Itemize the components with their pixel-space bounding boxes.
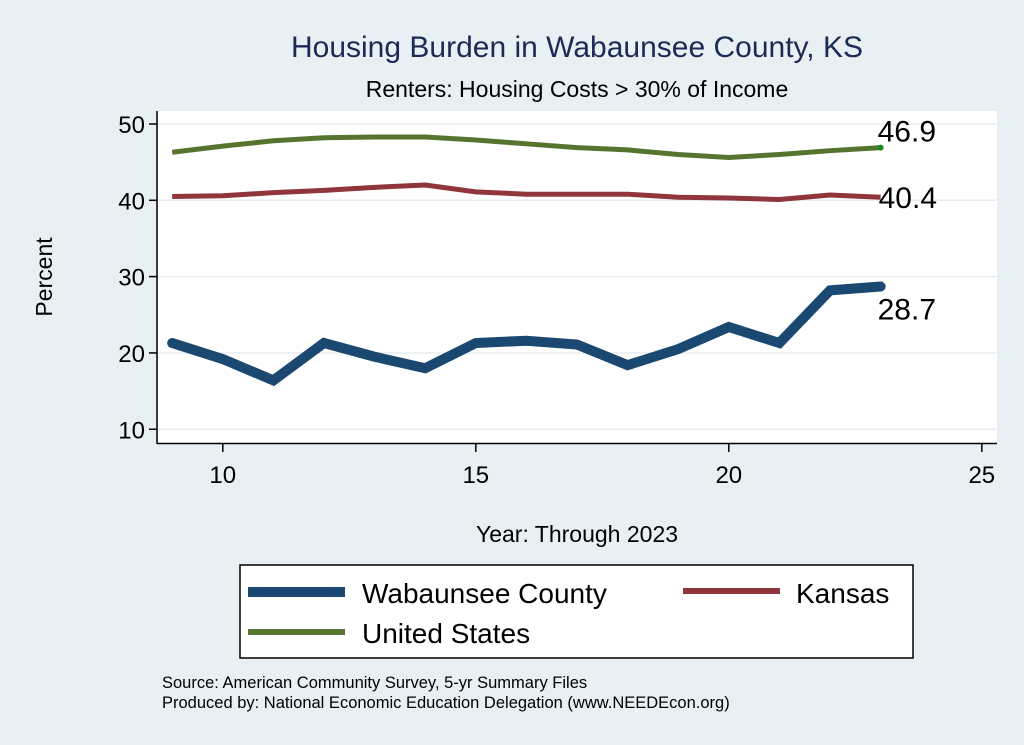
source-note: Source: American Community Survey, 5-yr … [162, 674, 587, 692]
legend: Wabaunsee County Kansas United States [239, 564, 914, 659]
legend-label-wabaunsee: Wabaunsee County [362, 578, 607, 609]
producer-note: Produced by: National Economic Education… [162, 694, 730, 712]
y-tick-label: 20 [118, 341, 145, 368]
y-tick-label: 50 [118, 112, 145, 139]
end-label-kansas: 40.4 [879, 182, 937, 215]
chart-subtitle: Renters: Housing Costs > 30% of Income [366, 76, 789, 102]
y-axis-ticks: 10 20 30 40 50 [118, 112, 157, 444]
x-tick-label: 25 [968, 462, 995, 489]
legend-label-kansas: Kansas [796, 578, 889, 609]
end-label-united-states: 46.9 [878, 116, 936, 149]
legend-label-united-states: United States [362, 618, 530, 649]
x-axis-ticks: 10 15 20 25 [209, 443, 995, 489]
x-tick-label: 15 [462, 462, 489, 489]
gridlines [158, 123, 997, 431]
x-tick-label: 20 [715, 462, 742, 489]
y-tick-label: 40 [118, 188, 145, 215]
y-tick-label: 10 [118, 417, 145, 444]
end-label-wabaunsee-county: 28.7 [878, 294, 936, 327]
x-tick-label: 10 [209, 462, 236, 489]
series-lines [167, 134, 886, 387]
chart-title: Housing Burden in Wabaunsee County, KS [291, 31, 863, 64]
end-labels: 46.9 40.4 28.7 [878, 116, 937, 327]
x-axis-label: Year: Through 2023 [476, 521, 678, 547]
y-tick-label: 30 [118, 265, 145, 292]
y-axis-label: Percent [31, 237, 57, 317]
legend-box [239, 564, 914, 659]
end-marker-united-states [877, 144, 884, 151]
